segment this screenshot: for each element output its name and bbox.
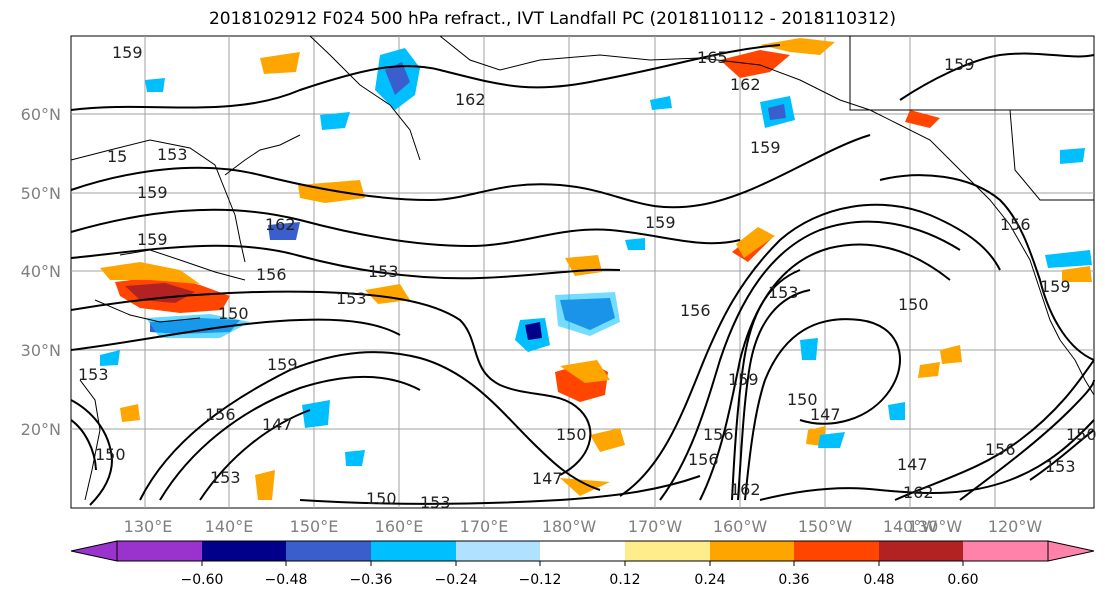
- colorbar-segment: [540, 541, 625, 561]
- colorbar-segment: [879, 541, 963, 561]
- contour-label: 153: [768, 283, 799, 302]
- colorbar-ticks: −0.60 −0.48 −0.36 −0.24 −0.12 0.12 0.24 0.36 0.4…: [181, 561, 979, 588]
- contour-label: 156: [985, 440, 1016, 459]
- lat-label-60n: 60°N: [21, 105, 61, 124]
- lon-label: 130°E: [124, 517, 173, 536]
- contour-label: 159: [728, 370, 759, 389]
- colorbar-min-extension: [70, 540, 118, 562]
- colorbar-frame: [116, 540, 1049, 562]
- contour-label: 159: [944, 55, 975, 74]
- map-title: 2018102912 F024 500 hPa refract., IVT La…: [208, 9, 896, 29]
- latitude-labels: 60°N 50°N 40°N 30°N 20°N: [21, 105, 61, 439]
- colorbar-segment: [710, 541, 794, 561]
- graticule: [71, 36, 1094, 508]
- contour-label: 162: [265, 215, 296, 234]
- lon-label: 140°W: [883, 517, 938, 536]
- colorbar-tick-label: 0.48: [863, 572, 894, 588]
- map-panel: 159 165 162 159 162 159 153 15 159 162 1…: [70, 35, 1097, 512]
- contour-label: 159: [1040, 277, 1071, 296]
- colorbar-tick-label: 0.60: [947, 572, 978, 588]
- contour-label-group: 159 165 162 159 162 159 153 15 159 162 1…: [78, 43, 1097, 512]
- colorbar-max-extension: [1047, 540, 1095, 562]
- contour-label: 159: [645, 213, 676, 232]
- contour-label: 150: [218, 304, 249, 323]
- colorbar-tick-label: 0.24: [694, 572, 725, 588]
- lat-label-40n: 40°N: [21, 262, 61, 281]
- colorbar-segment: [963, 541, 1048, 561]
- contour-label: 159: [137, 230, 168, 249]
- contour-label: 153: [157, 145, 188, 164]
- colorbar-tick-label: −0.48: [265, 572, 308, 588]
- lon-label: 160°W: [713, 517, 768, 536]
- colorbar: −0.60 −0.48 −0.36 −0.24 −0.12 0.12 0.24 0.36 0.4…: [70, 540, 1095, 588]
- colorbar-tick-label: −0.60: [181, 572, 224, 588]
- contour-label: 150: [1066, 425, 1097, 444]
- colorbar-segments: [117, 541, 1048, 561]
- contour-label: 150: [556, 425, 587, 444]
- contour-label: 15: [107, 147, 127, 166]
- contour-label: 159: [137, 183, 168, 202]
- lon-label: 120°W: [988, 517, 1043, 536]
- lon-label: 170°W: [628, 517, 683, 536]
- contour-label: 153: [368, 262, 399, 281]
- contour-label: 153: [210, 468, 241, 487]
- contour-label: 153: [420, 493, 451, 512]
- colorbar-segment: [202, 541, 286, 561]
- contour-lines: [70, 44, 1095, 506]
- lon-label: 150°W: [798, 517, 853, 536]
- contour-label: 150: [366, 489, 397, 508]
- lon-label: 130°W: [908, 517, 963, 536]
- lat-label-20n: 20°N: [21, 420, 61, 439]
- lon-label: 140°E: [205, 517, 254, 536]
- contour-label: 162: [903, 483, 934, 502]
- contour-label: 147: [532, 469, 563, 488]
- contour-label: 150: [898, 295, 929, 314]
- colorbar-tick-label: 0.36: [778, 572, 809, 588]
- lon-label: 170°E: [460, 517, 509, 536]
- colorbar-segment: [117, 541, 202, 561]
- colorbar-tick-label: −0.36: [350, 572, 393, 588]
- shaded-patches: [100, 38, 1092, 500]
- colorbar-segment: [794, 541, 879, 561]
- lon-label: 180°W: [542, 517, 597, 536]
- contour-label: 153: [1045, 457, 1076, 476]
- coastlines: [70, 35, 1095, 501]
- contour-label: 159: [267, 355, 298, 374]
- colorbar-segment: [625, 541, 710, 561]
- colorbar-segment: [286, 541, 371, 561]
- contour-label: 156: [688, 450, 719, 469]
- lat-label-30n: 30°N: [21, 341, 61, 360]
- contour-label: 165: [697, 48, 728, 67]
- lat-label-50n: 50°N: [21, 184, 61, 203]
- colorbar-tick-label: −0.12: [519, 572, 562, 588]
- contour-label: 162: [455, 90, 486, 109]
- lon-label: 160°E: [375, 517, 424, 536]
- contour-label: 156: [680, 301, 711, 320]
- contour-label: 159: [112, 43, 143, 62]
- contour-label: 162: [730, 75, 761, 94]
- contour-label: 162: [730, 480, 761, 499]
- contour-label: 153: [78, 365, 109, 384]
- colorbar-segment: [371, 541, 456, 561]
- contour-label: 159: [750, 138, 781, 157]
- contour-label: 150: [95, 445, 126, 464]
- colorbar-tick-label: −0.24: [435, 572, 478, 588]
- contour-label: 156: [1000, 215, 1031, 234]
- lon-label: 150°E: [290, 517, 339, 536]
- contour-label: 147: [810, 405, 841, 424]
- contour-label: 156: [205, 405, 236, 424]
- contour-label: 150: [787, 390, 818, 409]
- contour-label: 147: [262, 415, 293, 434]
- colorbar-tick-label: 0.12: [609, 572, 640, 588]
- contour-label: 153: [336, 289, 367, 308]
- contour-label: 156: [703, 425, 734, 444]
- contour-label: 147: [897, 455, 928, 474]
- longitude-labels: 130°E 140°E 150°E 160°E 170°E 180°W 170°…: [124, 517, 1043, 536]
- contour-label: 156: [256, 265, 287, 284]
- colorbar-segment: [456, 541, 540, 561]
